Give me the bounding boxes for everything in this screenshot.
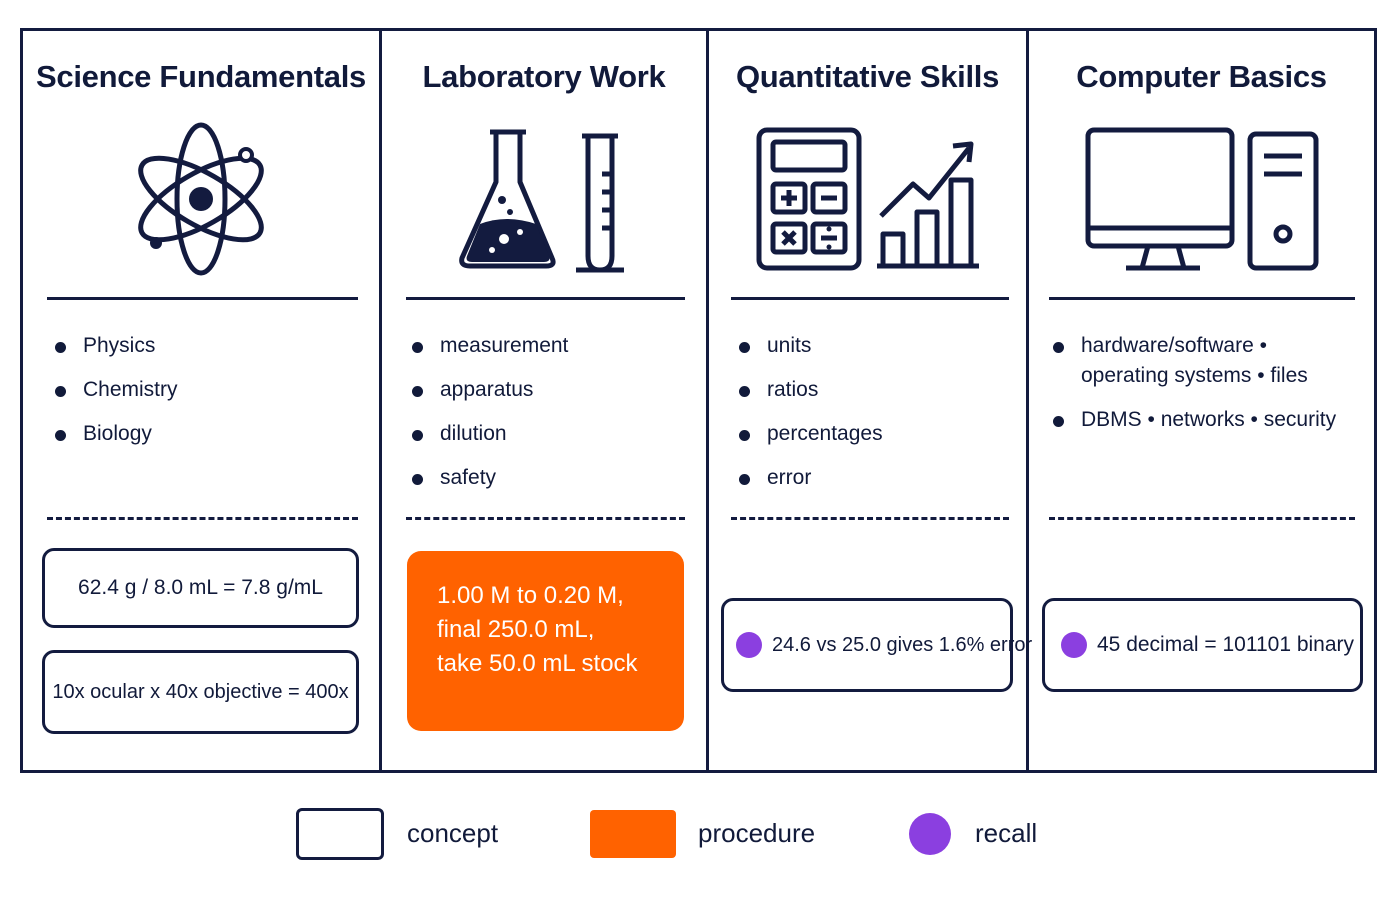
procedure-line: 1.00 M to 0.20 M, (437, 582, 624, 609)
topic-list: units ratios percentages error (739, 331, 883, 507)
concept-text: 62.4 g / 8.0 mL = 7.8 g/mL (78, 576, 323, 599)
dashed-divider (47, 517, 358, 520)
list-item: units (739, 331, 883, 361)
legend-recall-swatch (909, 813, 951, 855)
list-item: ratios (739, 375, 883, 405)
column-computer-basics: Computer Basics hardware/software • oper… (1029, 31, 1374, 770)
concept-card: 10x ocular x 40x objective = 400x (42, 650, 359, 734)
topic-list: measurement apparatus dilution safety (412, 331, 568, 507)
flask-and-test-tube-icon (382, 119, 706, 279)
recall-dot (736, 632, 762, 658)
list-item: DBMS • networks • security (1053, 405, 1353, 435)
topic-list: Physics Chemistry Biology (55, 331, 178, 463)
legend-procedure-label: procedure (698, 818, 816, 848)
legend-procedure-swatch (590, 810, 676, 858)
dashed-divider (406, 517, 685, 520)
divider (1049, 297, 1355, 300)
divider (731, 297, 1009, 300)
recall-text: 45 decimal = 101101 binary (1097, 633, 1355, 656)
concept-card: 62.4 g / 8.0 mL = 7.8 g/mL (42, 548, 359, 628)
list-item: hardware/software • operating systems • … (1053, 331, 1353, 391)
dashed-divider (731, 517, 1009, 520)
recall-text: 24.6 vs 25.0 gives 1.6% error (772, 633, 1033, 656)
concept-text: 10x ocular x 40x objective = 400x (52, 680, 349, 703)
recall-card: 45 decimal = 101101 binary (1042, 598, 1363, 692)
list-item: safety (412, 463, 568, 493)
list-item: apparatus (412, 375, 568, 405)
legend-concept-label: concept (407, 818, 499, 848)
list-item: dilution (412, 419, 568, 449)
procedure-card: 1.00 M to 0.20 M, final 250.0 mL, take 5… (407, 551, 684, 731)
procedure-line: final 250.0 mL, (437, 616, 595, 643)
legend: concept procedure recall (0, 808, 1400, 860)
column-quantitative-skills: Quantitative Skills (709, 31, 1032, 770)
procedure-line: take 50.0 mL stock (437, 650, 638, 677)
column-title: Science Fundamentals (36, 59, 366, 94)
recall-card: 24.6 vs 25.0 gives 1.6% error (721, 598, 1032, 692)
column-title: Computer Basics (1076, 59, 1327, 94)
list-item: error (739, 463, 883, 493)
legend-concept-swatch (296, 808, 384, 860)
column-science-fundamentals: Science Fundamentals Physics Chemistry B… (23, 31, 382, 770)
topics-diagram: Science Fundamentals Physics Chemistry B… (20, 28, 1377, 773)
list-item: Physics (55, 331, 178, 361)
desktop-computer-icon (1029, 119, 1374, 279)
list-item: Chemistry (55, 375, 178, 405)
divider (406, 297, 685, 300)
recall-dot (1061, 632, 1087, 658)
column-title: Laboratory Work (422, 59, 666, 94)
divider (47, 297, 358, 300)
list-item: percentages (739, 419, 883, 449)
list-item: measurement (412, 331, 568, 361)
calculator-and-bar-chart-icon (709, 119, 1026, 279)
list-item: Biology (55, 419, 178, 449)
legend-recall-label: recall (975, 818, 1038, 848)
column-laboratory-work: Laboratory Work measurement apparatus (382, 31, 709, 770)
column-title: Quantitative Skills (735, 59, 1000, 94)
atom-icon (23, 119, 379, 279)
dashed-divider (1049, 517, 1355, 520)
topic-list: hardware/software • operating systems • … (1053, 331, 1353, 449)
